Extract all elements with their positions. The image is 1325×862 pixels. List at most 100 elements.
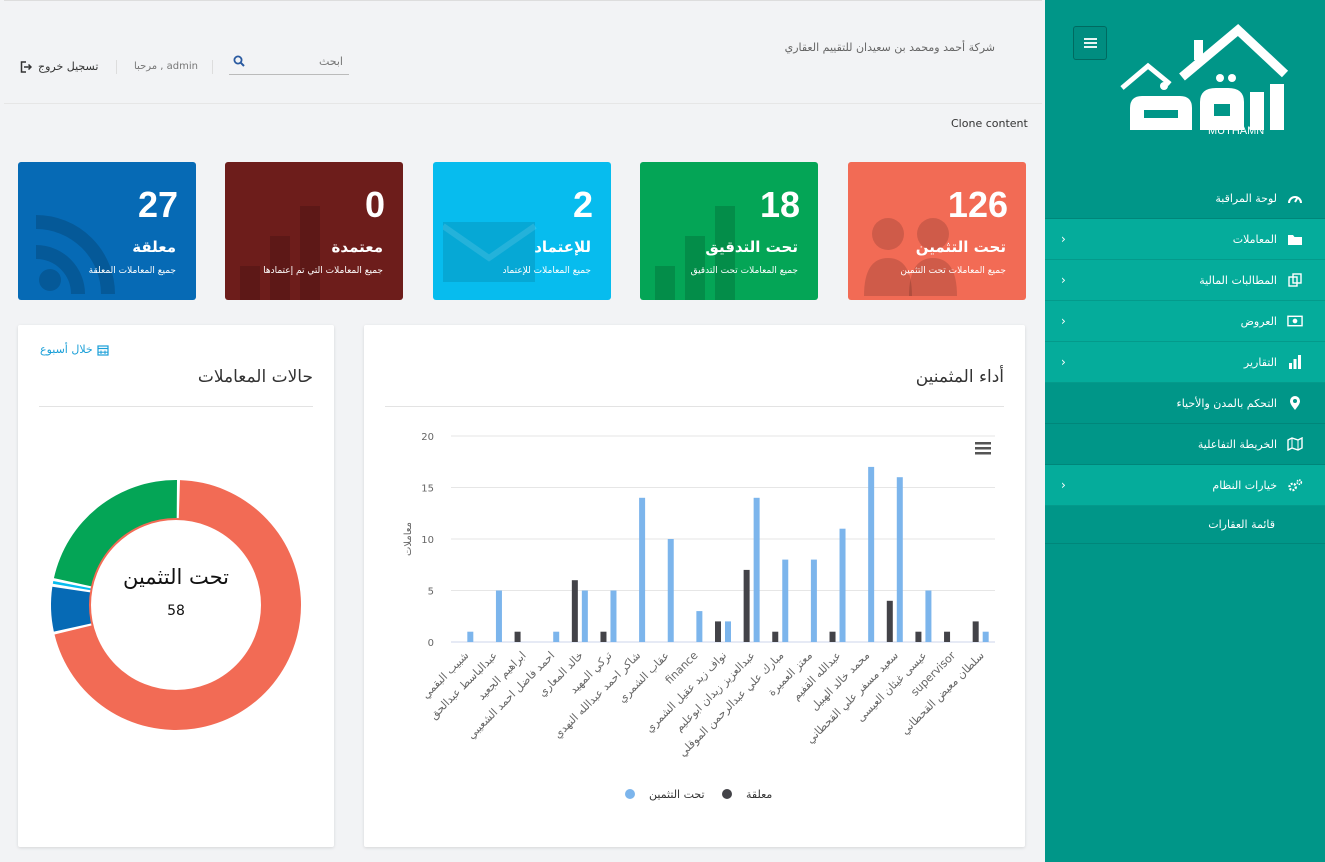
map-icon [1287,436,1303,452]
bar[interactable] [772,631,779,642]
bar[interactable] [829,631,836,642]
card-for-approval[interactable]: 2 للإعتماد جميع المعاملات للإعتماد [433,162,611,300]
bar[interactable] [725,621,731,642]
bar-chart-icon [235,206,355,300]
card-title: معلقة [132,238,176,256]
status-donut-chart[interactable] [18,465,334,765]
status-panel-title: حالات المعاملات [197,367,313,387]
bar[interactable] [886,600,893,642]
bar[interactable] [972,621,979,642]
menu-bar [975,452,991,455]
bar-chart-icon [1287,354,1303,370]
legend-marker[interactable] [722,789,732,799]
bar[interactable] [982,631,989,642]
bar[interactable] [667,539,674,642]
company-name: شركة أحمد ومحمد بن سعيدان للتقييم العقار… [784,41,995,54]
bar[interactable] [810,559,817,642]
brand-text: MUTHAMN [1208,125,1264,137]
legend-label[interactable]: معلقة [746,788,772,801]
search-box[interactable] [229,48,349,75]
performance-panel-title: أداء المثمنين [915,367,1004,387]
card-title: تحت التدقيق [705,238,798,256]
legend-label[interactable]: تحت التثمين [649,788,705,801]
bar[interactable] [495,590,502,643]
sidebar-subitem-properties-list[interactable]: قائمة العقارات [1045,506,1325,544]
panel-divider [39,406,313,407]
sidebar-item-label: الخريطة التفاعلية [1197,437,1277,451]
bar[interactable] [839,528,846,642]
bar[interactable] [639,497,646,642]
chevron-right-icon: › [1061,314,1066,328]
bar[interactable] [915,631,922,642]
bar[interactable] [514,631,521,642]
sidebar-item-cogs[interactable]: › خيارات النظام [1045,465,1325,506]
sidebar-subitem-label: قائمة العقارات [1208,518,1275,531]
bar[interactable] [600,631,607,642]
card-description: جميع المعاملات تحت التثمين [900,266,1006,276]
bar[interactable] [571,580,578,642]
header-divider [212,60,213,74]
donut-slice[interactable] [53,480,177,587]
card-title: تحت التثمين [915,238,1006,256]
y-tick-label: 20 [421,432,434,443]
card-approved[interactable]: 0 معتمدة جميع المعاملات التي تم إعتمادها [225,162,403,300]
sidebar-item-map[interactable]: الخريطة التفاعلية [1045,424,1325,465]
bar[interactable] [581,590,588,643]
card-title: للإعتماد [534,238,591,256]
bar[interactable] [925,590,932,643]
y-axis-label: معاملات [403,522,414,556]
card-description: جميع المعاملات المعلقة [88,266,176,276]
sidebar-item-folder[interactable]: › المعاملات [1045,219,1325,260]
sidebar-item-label: التقارير [1243,355,1277,369]
legend-marker[interactable] [625,789,635,799]
logout-link[interactable]: تسجيل خروج [20,60,98,73]
hamburger-icon [1083,42,1097,44]
search-input[interactable] [249,51,349,71]
bar[interactable] [868,466,875,642]
bar[interactable] [944,631,951,642]
card-description: جميع المعاملات تحت التدقيق [690,266,798,276]
sidebar-item-gauge[interactable]: لوحة المراقبة [1045,178,1325,219]
sidebar-item-money[interactable]: › العروض [1045,301,1325,342]
bar[interactable] [782,559,789,642]
card-value: 27 [137,184,178,225]
card-description: جميع المعاملات للإعتماد [502,266,591,276]
sidebar: MUTHAMN لوحة المراقبة › المعاملات › المطالبا… [1045,0,1325,862]
chevron-right-icon: › [1061,232,1066,246]
card-value: 126 [947,184,1008,225]
search-icon[interactable] [229,51,249,71]
bar[interactable] [553,631,560,642]
bar[interactable] [696,611,703,642]
chevron-right-icon: › [1061,355,1066,369]
bar[interactable] [743,569,750,642]
muthamn-logo[interactable]: MUTHAMN [1120,22,1290,137]
bar[interactable] [896,477,903,642]
donut-slice[interactable] [52,581,92,591]
bar[interactable] [715,621,721,642]
card-pending[interactable]: 27 معلقة جميع المعاملات المعلقة [18,162,196,300]
folder-icon [1287,231,1303,247]
period-link[interactable]: خلال أسبوع [40,343,109,356]
card-value: 2 [572,184,593,225]
copy-icon [1287,272,1303,288]
sidebar-item-label: المطالبات المالية [1199,273,1277,287]
bar[interactable] [753,497,760,642]
card-value: 0 [364,184,385,225]
sidebar-toggle-button[interactable] [1073,26,1107,60]
bar[interactable] [610,590,617,643]
card-under-appraisal[interactable]: 126 تحت التثمين جميع المعاملات تحت التثمين [848,162,1026,300]
sidebar-item-bar-chart[interactable]: › التقارير [1045,342,1325,383]
y-tick-label: 5 [428,587,434,598]
donut-slice[interactable] [50,586,92,632]
chevron-right-icon: › [1061,273,1066,287]
money-icon [1287,313,1303,329]
panel-divider [385,406,1004,407]
chart-menu-icon[interactable] [975,442,991,455]
clone-content-link[interactable]: Clone content [951,117,1028,130]
sidebar-item-map-marker[interactable]: التحكم بالمدن والأحياء [1045,383,1325,424]
header-divider [116,60,117,74]
card-under-audit[interactable]: 18 تحت التدقيق جميع المعاملات تحت التدقيق [640,162,818,300]
sidebar-item-copy[interactable]: › المطالبات المالية [1045,260,1325,301]
bar[interactable] [467,631,474,642]
